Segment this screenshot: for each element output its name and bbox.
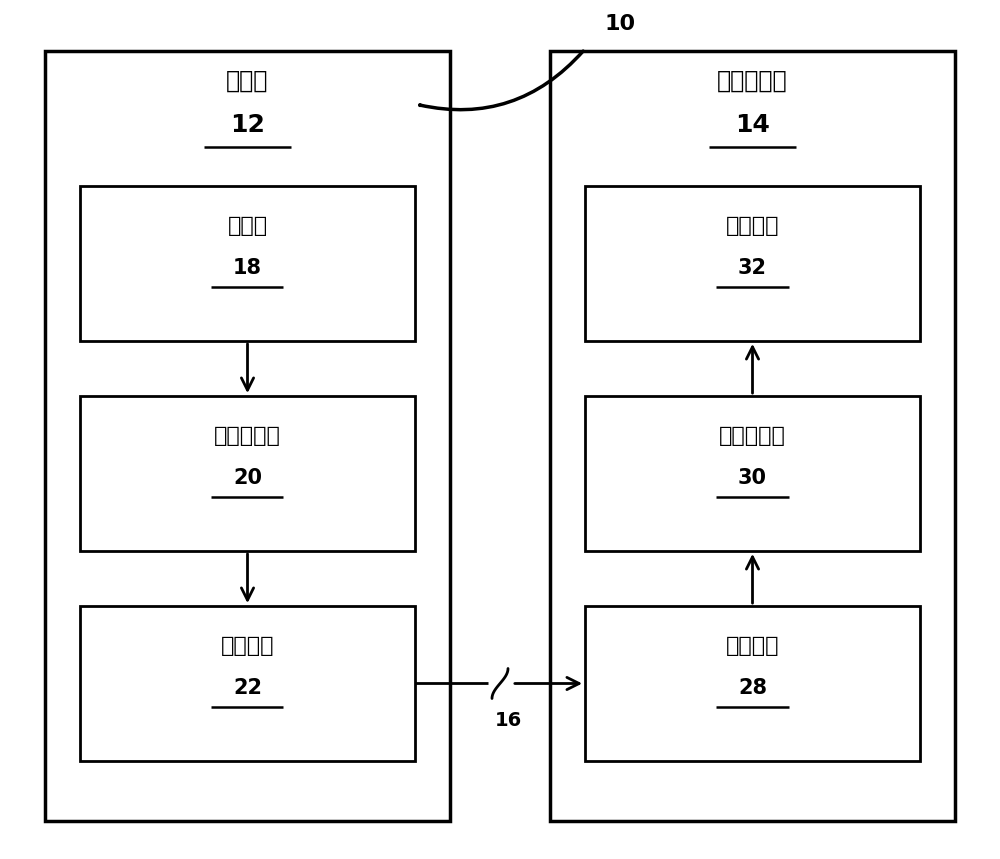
Text: 30: 30: [738, 468, 767, 488]
Text: 12: 12: [230, 113, 265, 137]
Text: 显示装置: 显示装置: [726, 216, 779, 236]
Text: 视频源: 视频源: [227, 216, 268, 236]
Text: 目的地装置: 目的地装置: [717, 69, 788, 93]
Bar: [585, 606, 920, 761]
Bar: [80, 396, 415, 551]
Bar: [585, 186, 920, 341]
Bar: [550, 51, 955, 821]
Text: 源装置: 源装置: [226, 69, 269, 93]
Bar: [80, 186, 415, 341]
Text: 10: 10: [604, 14, 636, 34]
Bar: [585, 396, 920, 551]
Text: 22: 22: [233, 678, 262, 698]
Text: 20: 20: [233, 468, 262, 488]
FancyArrowPatch shape: [420, 51, 583, 110]
Text: 18: 18: [233, 258, 262, 278]
Text: 视频解码器: 视频解码器: [719, 426, 786, 446]
Text: 16: 16: [494, 711, 522, 730]
Text: 视频编码器: 视频编码器: [214, 426, 281, 446]
Text: 输出接口: 输出接口: [221, 636, 274, 656]
Text: 输入接口: 输入接口: [726, 636, 779, 656]
Text: 32: 32: [738, 258, 767, 278]
Bar: [45, 51, 450, 821]
Text: 14: 14: [735, 113, 770, 137]
Bar: [80, 606, 415, 761]
Text: 28: 28: [738, 678, 767, 698]
